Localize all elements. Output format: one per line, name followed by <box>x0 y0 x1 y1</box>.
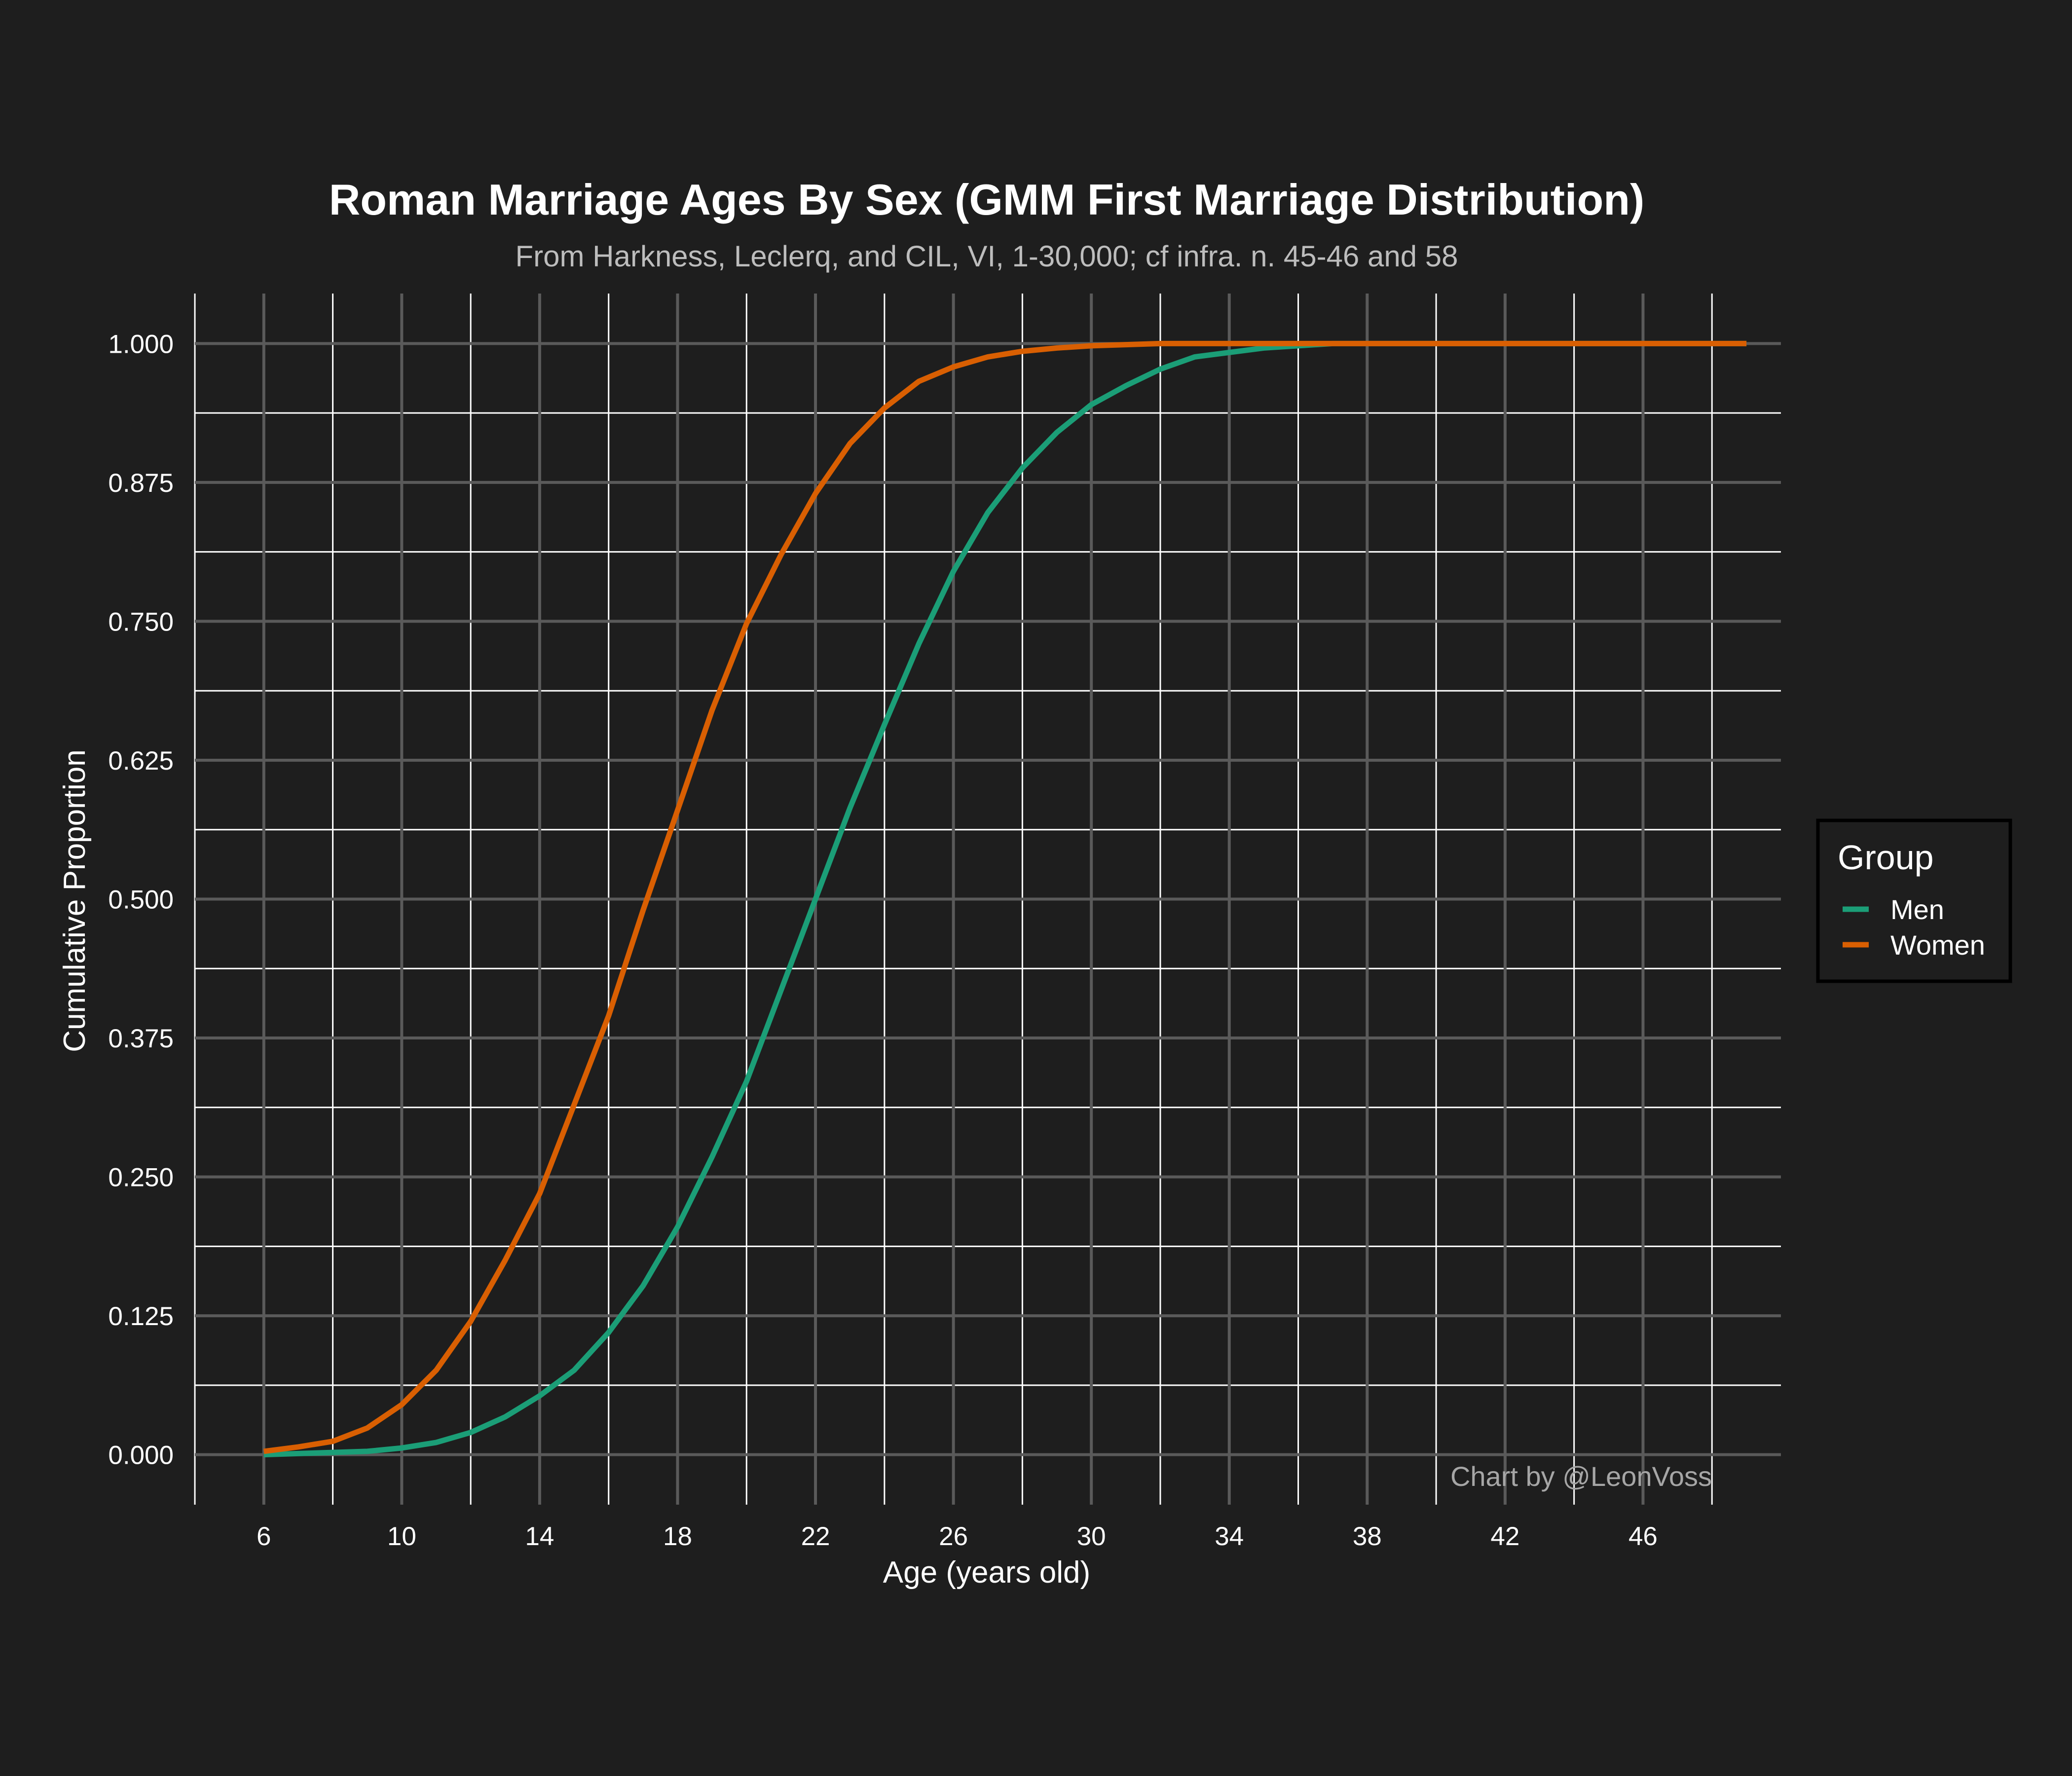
legend-box <box>1816 818 2012 983</box>
series-lines <box>263 340 1747 1458</box>
x-tick-label: 42 <box>1490 1522 1519 1551</box>
legend-items: Men Women <box>1843 894 1985 961</box>
series-line-women <box>263 340 1747 1454</box>
chart-title: Roman Marriage Ages By Sex (GMM First Ma… <box>329 175 1645 224</box>
y-tick-label: 0.625 <box>108 746 174 776</box>
x-axis-ticks: 6 10 14 18 22 26 30 34 38 42 46 <box>257 1522 1658 1551</box>
caption: Chart by @LeonVoss <box>1450 1461 1712 1492</box>
legend-label-men: Men <box>1890 894 1944 925</box>
legend-label-women: Women <box>1890 929 1985 961</box>
grid-major <box>195 294 1781 1505</box>
x-tick-label: 6 <box>257 1522 271 1551</box>
legend-title: Group <box>1838 838 1934 877</box>
x-tick-label: 18 <box>663 1522 692 1551</box>
x-tick-label: 10 <box>387 1522 416 1551</box>
x-tick-label: 38 <box>1353 1522 1382 1551</box>
x-tick-label: 14 <box>525 1522 554 1551</box>
y-tick-label: 1.000 <box>108 330 174 359</box>
y-tick-label: 0.875 <box>108 469 174 498</box>
chart-subtitle: From Harkness, Leclerq, and CIL, VI, 1-3… <box>515 240 1458 273</box>
y-tick-label: 0.000 <box>108 1441 174 1470</box>
x-axis-title: Age (years old) <box>883 1555 1090 1590</box>
legend: Group Men Women <box>1816 818 2012 983</box>
x-tick-label: 26 <box>939 1522 968 1551</box>
x-tick-label: 30 <box>1077 1522 1106 1551</box>
y-tick-label: 0.500 <box>108 886 174 915</box>
x-tick-label: 34 <box>1215 1522 1244 1551</box>
y-tick-label: 0.125 <box>108 1302 174 1331</box>
y-tick-label: 0.250 <box>108 1163 174 1192</box>
x-tick-label: 22 <box>801 1522 830 1551</box>
y-axis-title: Cumulative Proportion <box>58 749 92 1052</box>
y-tick-label: 0.750 <box>108 607 174 636</box>
y-axis-ticks: 0.000 0.125 0.250 0.375 0.500 0.625 0.750 0.875… <box>108 330 174 1470</box>
y-tick-label: 0.375 <box>108 1024 174 1053</box>
x-tick-label: 46 <box>1628 1522 1658 1551</box>
